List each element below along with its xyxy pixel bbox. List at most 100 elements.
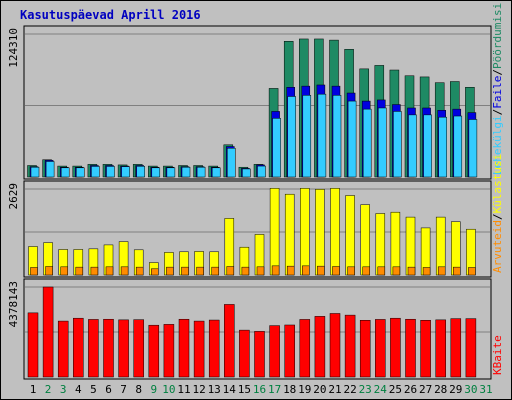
bar-bottom-KBaite-2: [42, 286, 54, 378]
bar-middle-Arvuteid-17: [271, 265, 280, 276]
panel-top: 124310 Lehekülgi/Faile/Pöördumisi: [7, 3, 504, 180]
bar-bottom-KBaite-1: [27, 312, 39, 378]
legend-top: Lehekülgi/Faile/Pöördumisi: [491, 3, 504, 175]
day-label-19: 19: [298, 383, 311, 396]
day-label-20: 20: [313, 383, 326, 396]
bar-middle-Külastusi-23: [360, 204, 370, 276]
day-label-31: 31: [479, 383, 492, 396]
bar-middle-Arvuteid-7: [120, 266, 129, 276]
bar-top-Lehekülgi-15: [242, 168, 251, 178]
bar-top-Lehekülgi-21: [332, 95, 342, 178]
bar-middle-Arvuteid-25: [392, 266, 401, 276]
legend-middle: Arvuteid/Külastusi: [491, 154, 504, 273]
bar-top-Lehekülgi-2: [45, 161, 55, 178]
bar-middle-Arvuteid-27: [422, 267, 431, 276]
bar-bottom-KBaite-16: [254, 331, 265, 378]
day-label-13: 13: [208, 383, 221, 396]
y-max-label-top: 124310: [7, 28, 20, 68]
bar-bottom-KBaite-14: [224, 304, 235, 378]
y-max-label-middle: 2629: [7, 183, 20, 210]
bar-bottom-KBaite-9: [148, 324, 160, 378]
bar-middle-Arvuteid-21: [332, 266, 340, 276]
bar-top-Lehekülgi-6: [106, 166, 115, 178]
bar-middle-Arvuteid-24: [377, 266, 386, 276]
bar-bottom-KBaite-10: [163, 324, 175, 378]
bar-middle-Arvuteid-9: [151, 268, 159, 276]
bar-middle-Arvuteid-4: [75, 266, 84, 276]
bar-middle-Arvuteid-23: [362, 266, 370, 276]
day-label-21: 21: [328, 383, 341, 396]
bar-middle-Külastusi-18: [284, 193, 295, 276]
day-label-30: 30: [464, 383, 477, 396]
bar-top-Lehekülgi-17: [272, 118, 281, 178]
bar-bottom-KBaite-19: [299, 319, 311, 378]
legend-entry-top-0: Lehekülgi: [491, 115, 504, 175]
bar-top-Lehekülgi-13: [211, 167, 221, 178]
day-label-29: 29: [449, 383, 462, 396]
bar-middle-Arvuteid-26: [407, 266, 416, 276]
bar-middle-Arvuteid-8: [135, 266, 144, 276]
bar-middle-Arvuteid-10: [166, 266, 174, 276]
legend-entry-middle-0: Arvuteid: [491, 220, 504, 273]
bar-bottom-KBaite-11: [178, 318, 190, 378]
day-label-2: 2: [45, 383, 52, 396]
day-label-1: 1: [30, 383, 37, 396]
day-label-28: 28: [434, 383, 447, 396]
day-label-26: 26: [404, 383, 417, 396]
bar-middle-Arvuteid-19: [302, 265, 310, 276]
bar-middle-Arvuteid-22: [347, 266, 355, 276]
legend-entry-top-1: /: [491, 109, 504, 116]
bar-middle-Külastusi-17: [269, 188, 280, 276]
bar-middle-Arvuteid-12: [196, 266, 204, 276]
bar-top-Lehekülgi-26: [408, 114, 417, 178]
bar-middle-Külastusi-20: [315, 189, 325, 276]
panel-middle: 2629 Arvuteid/Külastusi: [7, 154, 504, 278]
bar-top-Lehekülgi-7: [121, 166, 130, 178]
bar-middle-Arvuteid-11: [181, 266, 189, 276]
bar-top-Lehekülgi-24: [378, 107, 387, 178]
bar-top-Lehekülgi-10: [166, 167, 176, 178]
bar-bottom-KBaite-21: [329, 313, 341, 378]
day-label-5: 5: [90, 383, 97, 396]
bar-bottom-KBaite-22: [344, 314, 356, 378]
bar-top-Lehekülgi-27: [423, 114, 432, 178]
bar-middle-Arvuteid-18: [286, 265, 295, 276]
bar-bottom-KBaite-18: [284, 324, 295, 378]
day-label-11: 11: [177, 383, 190, 396]
day-label-7: 7: [120, 383, 127, 396]
bar-top-Lehekülgi-11: [181, 166, 191, 178]
bar-bottom-KBaite-20: [314, 316, 326, 378]
day-label-24: 24: [374, 383, 388, 396]
bar-top-Lehekülgi-18: [287, 96, 296, 178]
bar-bottom-KBaite-23: [359, 320, 371, 378]
bar-middle-Arvuteid-6: [105, 266, 114, 276]
legend-bottom: KBaite: [491, 335, 504, 375]
legend-entry-bottom-0: KBaite: [491, 335, 504, 375]
bar-middle-Külastusi-25: [390, 211, 401, 276]
bar-bottom-KBaite-26: [405, 318, 416, 378]
bar-middle-Arvuteid-2: [45, 266, 53, 276]
bar-bottom-KBaite-8: [133, 319, 144, 378]
day-label-10: 10: [162, 383, 175, 396]
bar-middle-Arvuteid-13: [211, 266, 219, 276]
bar-bottom-KBaite-24: [375, 319, 386, 378]
bar-top-Lehekülgi-16: [257, 165, 266, 178]
bar-middle-Arvuteid-28: [437, 266, 446, 276]
bar-middle-Arvuteid-3: [60, 266, 68, 276]
bar-top-Lehekülgi-1: [30, 166, 40, 178]
bar-bottom-KBaite-28: [435, 319, 446, 378]
bar-top-Lehekülgi-28: [438, 116, 447, 178]
bar-bottom-KBaite-12: [193, 320, 205, 378]
day-label-8: 8: [135, 383, 142, 396]
bar-middle-Külastusi-26: [405, 216, 416, 276]
day-label-22: 22: [343, 383, 356, 396]
legend-entry-top-3: /: [491, 69, 504, 76]
panel-bottom: 4378143 KBaite: [7, 278, 504, 380]
bar-bottom-KBaite-5: [88, 319, 99, 378]
bar-top-Lehekülgi-4: [76, 167, 85, 178]
day-label-27: 27: [419, 383, 432, 396]
legend-entry-top-4: Pöördumisi: [491, 3, 504, 69]
chart-title: Kasutuspäevad Aprill 2016: [20, 8, 201, 22]
